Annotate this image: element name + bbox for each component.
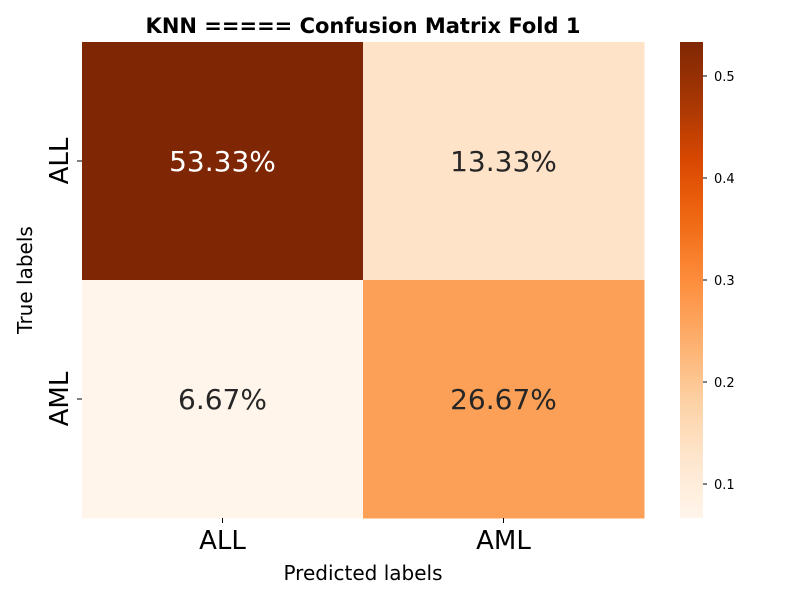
- heatmap-cell: [363, 42, 645, 281]
- heatmap-annotations: 53.33% 13.33% 6.67% 26.67%: [169, 145, 557, 416]
- cell-annotation: 53.33%: [169, 145, 276, 178]
- y-axis-ticks: ALL AML: [45, 137, 82, 426]
- y-axis-label: True labels: [13, 226, 37, 335]
- heatmap-cell: [82, 42, 364, 281]
- colorbar-ticks: 0.1 0.2 0.3 0.4 0.5: [703, 70, 735, 493]
- heatmap-cells: [82, 42, 645, 519]
- colorbar-tick-label: 0.2: [714, 376, 735, 391]
- colorbar-tick-label: 0.1: [714, 478, 735, 493]
- colorbar-tick-label: 0.4: [714, 172, 735, 187]
- x-tick-label: ALL: [199, 526, 246, 556]
- y-tick-label: AML: [45, 371, 75, 426]
- cell-annotation: 13.33%: [450, 145, 557, 178]
- x-axis-ticks: ALL AML: [199, 518, 531, 556]
- cell-annotation: 26.67%: [450, 383, 557, 416]
- colorbar-tick-label: 0.5: [714, 70, 735, 85]
- y-tick-label: ALL: [45, 137, 75, 184]
- cell-annotation: 6.67%: [178, 383, 267, 416]
- x-axis-label: Predicted labels: [283, 561, 442, 585]
- chart-title: KNN ===== Confusion Matrix Fold 1: [146, 14, 581, 38]
- colorbar: [680, 42, 703, 518]
- x-tick-label: AML: [476, 526, 531, 556]
- heatmap-cell: [82, 280, 364, 519]
- heatmap-cell: [363, 280, 645, 519]
- colorbar-tick-label: 0.3: [714, 274, 735, 289]
